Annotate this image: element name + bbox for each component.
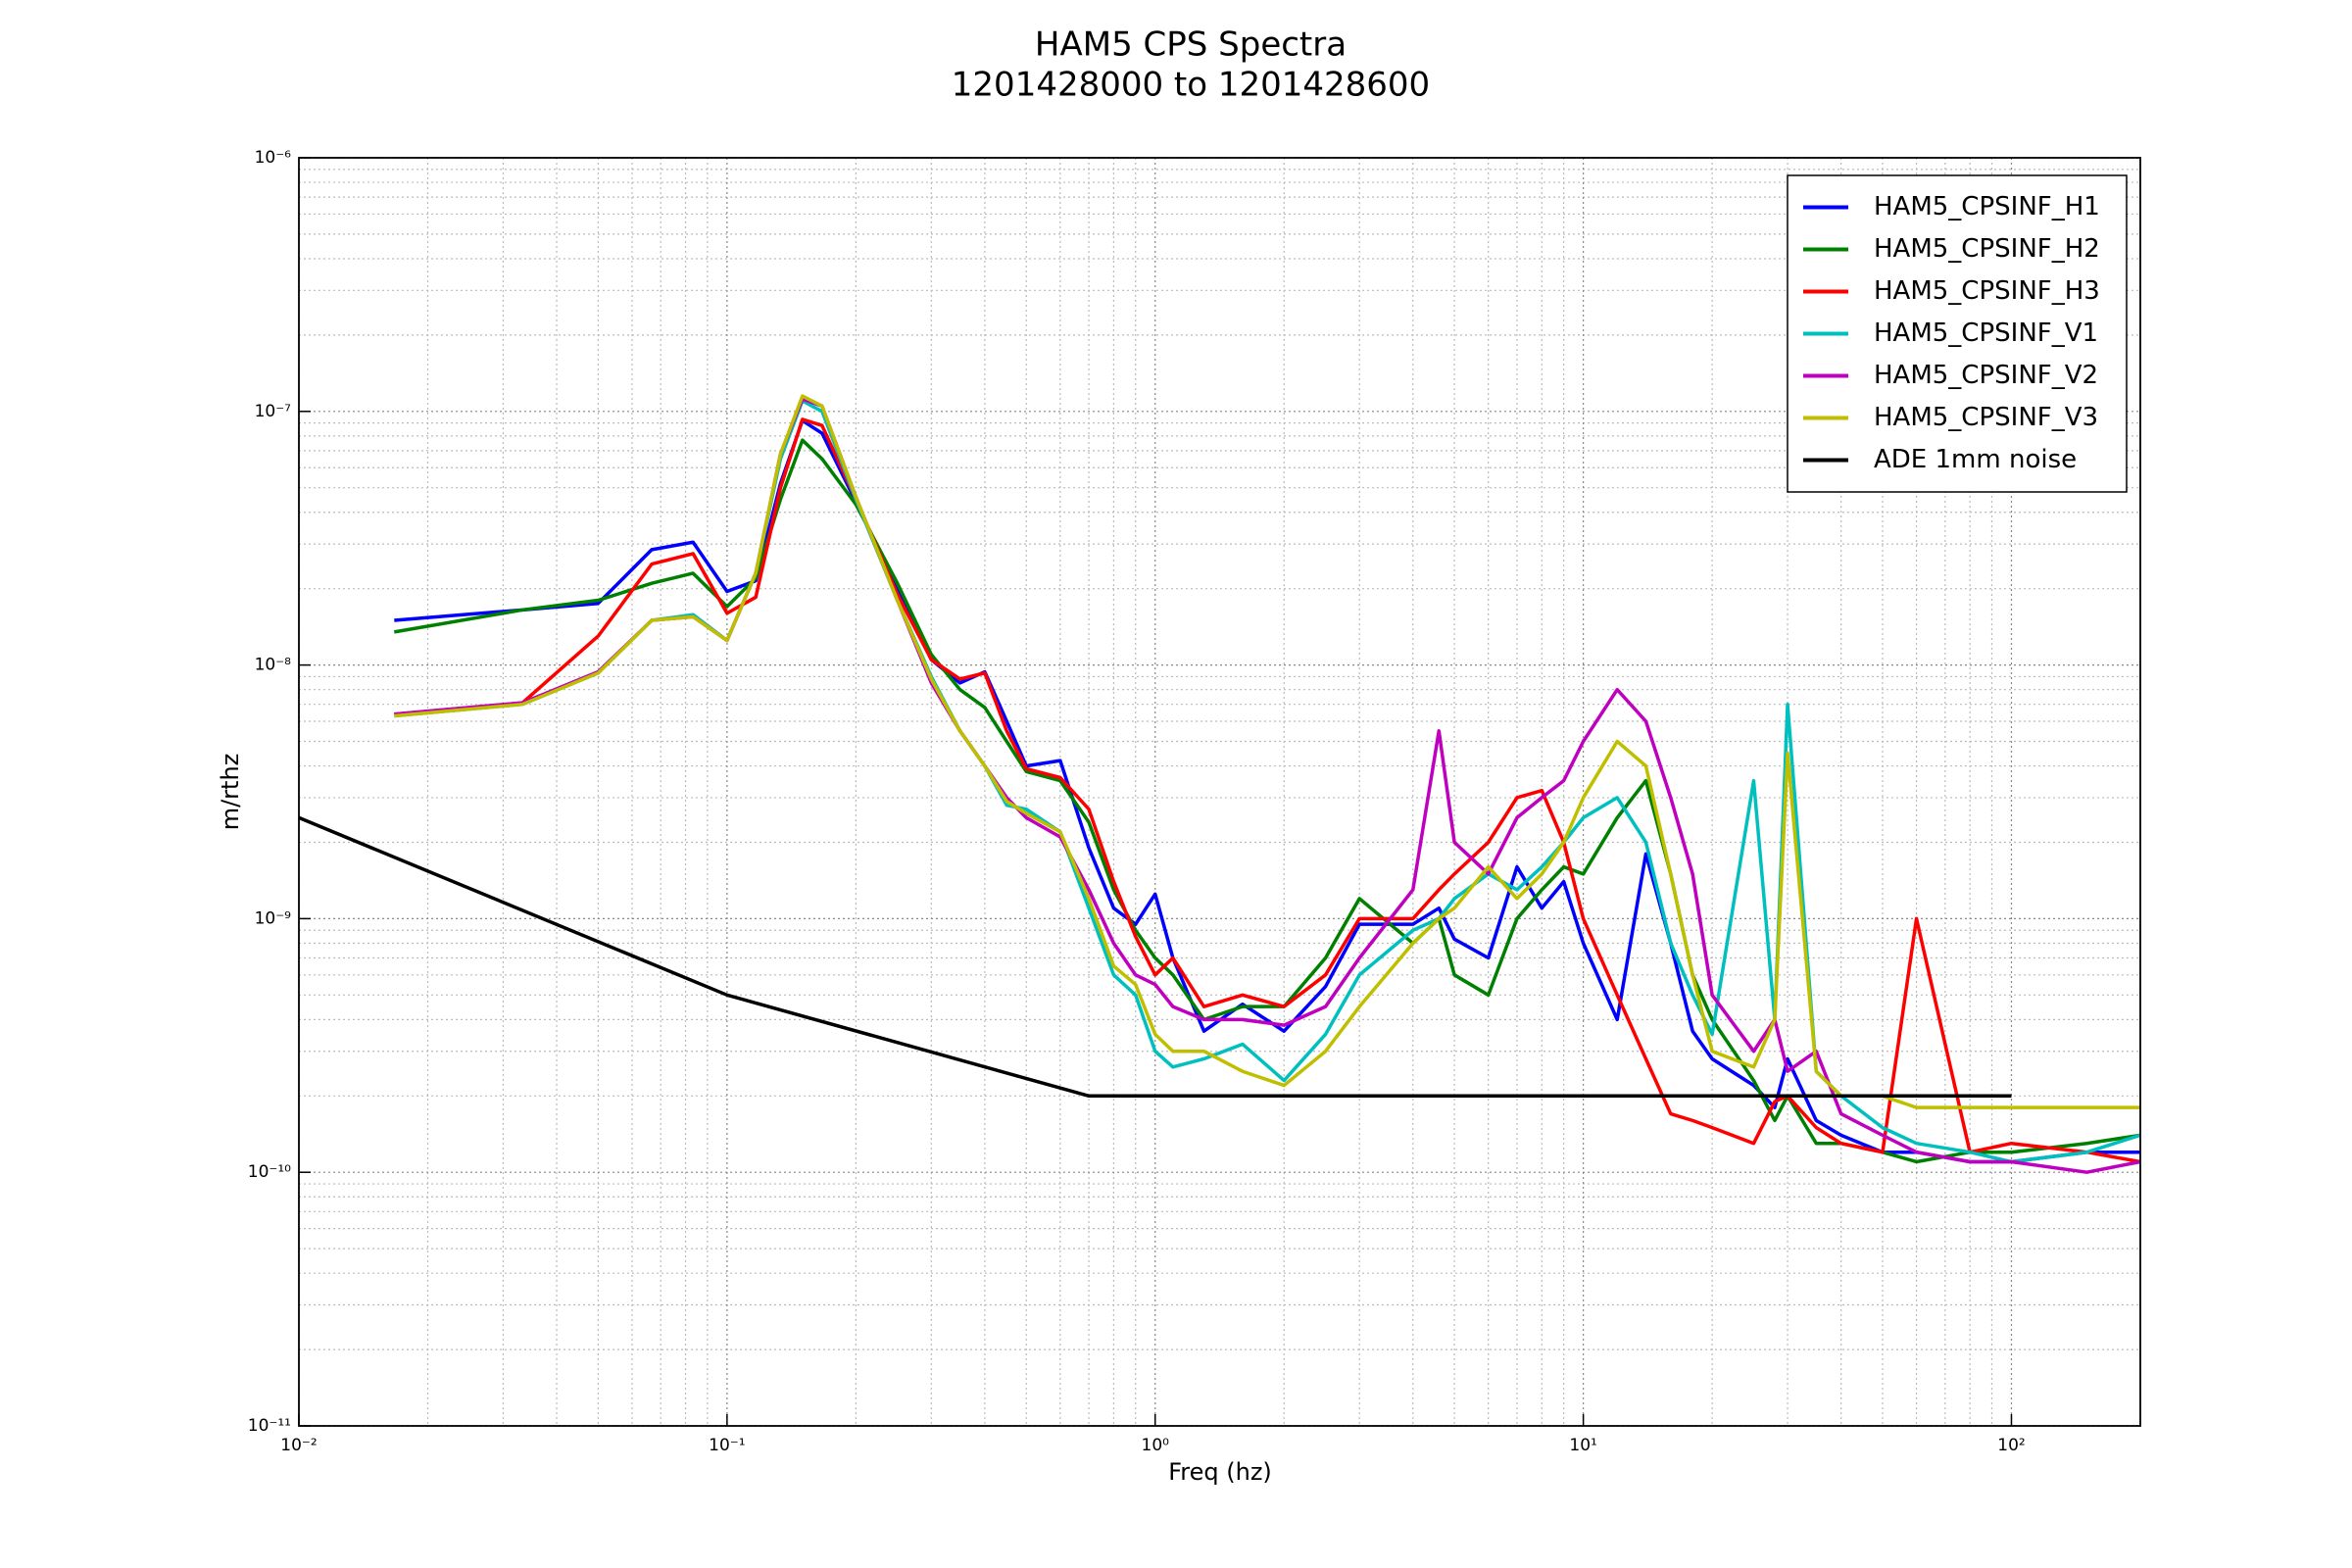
y-tick-label: 10⁻¹⁰: [248, 1162, 291, 1182]
y-tick-label: 10⁻¹¹: [248, 1416, 291, 1436]
y-axis-label: m/rthz: [217, 754, 244, 831]
series-line: [394, 438, 2141, 1164]
legend-label: HAM5_CPSINF_H3: [1874, 276, 2100, 306]
x-tick-label: 10¹: [1569, 1436, 1596, 1455]
y-tick-label: 10⁻⁷: [255, 402, 292, 421]
series-line: [394, 418, 2140, 1164]
y-tick-label: 10⁻⁶: [255, 148, 292, 168]
x-tick-label: 10⁻¹: [709, 1436, 745, 1455]
chart-title: HAM5 CPS Spectra: [1035, 25, 1347, 65]
series-line: [394, 417, 2141, 1164]
legend-label: HAM5_CPSINF_H1: [1874, 192, 2100, 221]
x-axis-label: Freq (hz): [1168, 1458, 1272, 1486]
legend-label: HAM5_CPSINF_V3: [1874, 403, 2098, 432]
ticks: 10⁻² 10⁻¹ 10⁰ 10¹ 10² 10⁻¹¹ 10⁻¹⁰ 10⁻⁹ 10⁻⁸ 10⁻⁷ 1…: [248, 148, 2141, 1455]
x-tick-label: 10²: [1997, 1436, 2025, 1455]
chart-subtitle: 1201428000 to 1201428600: [952, 66, 1430, 105]
legend-label: ADE 1mm noise: [1874, 445, 2077, 474]
plot-frame: [298, 157, 2141, 1427]
x-tick-label: 10⁻²: [280, 1436, 317, 1455]
series-line: [298, 815, 2012, 1099]
legend-label: HAM5_CPSINF_H2: [1874, 234, 2100, 264]
legend: HAM5_CPSINF_H1 HAM5_CPSINF_H2 HAM5_CPSINF_…: [1787, 174, 2128, 493]
y-tick-label: 10⁻⁸: [255, 656, 292, 675]
legend-label: HAM5_CPSINF_V2: [1874, 361, 2098, 390]
x-tick-label: 10⁰: [1142, 1436, 1170, 1455]
legend-label: HAM5_CPSINF_V1: [1874, 318, 2098, 348]
plot-area: [298, 394, 2141, 1174]
series-line: [394, 394, 2140, 1109]
y-tick-label: 10⁻⁹: [255, 908, 292, 928]
